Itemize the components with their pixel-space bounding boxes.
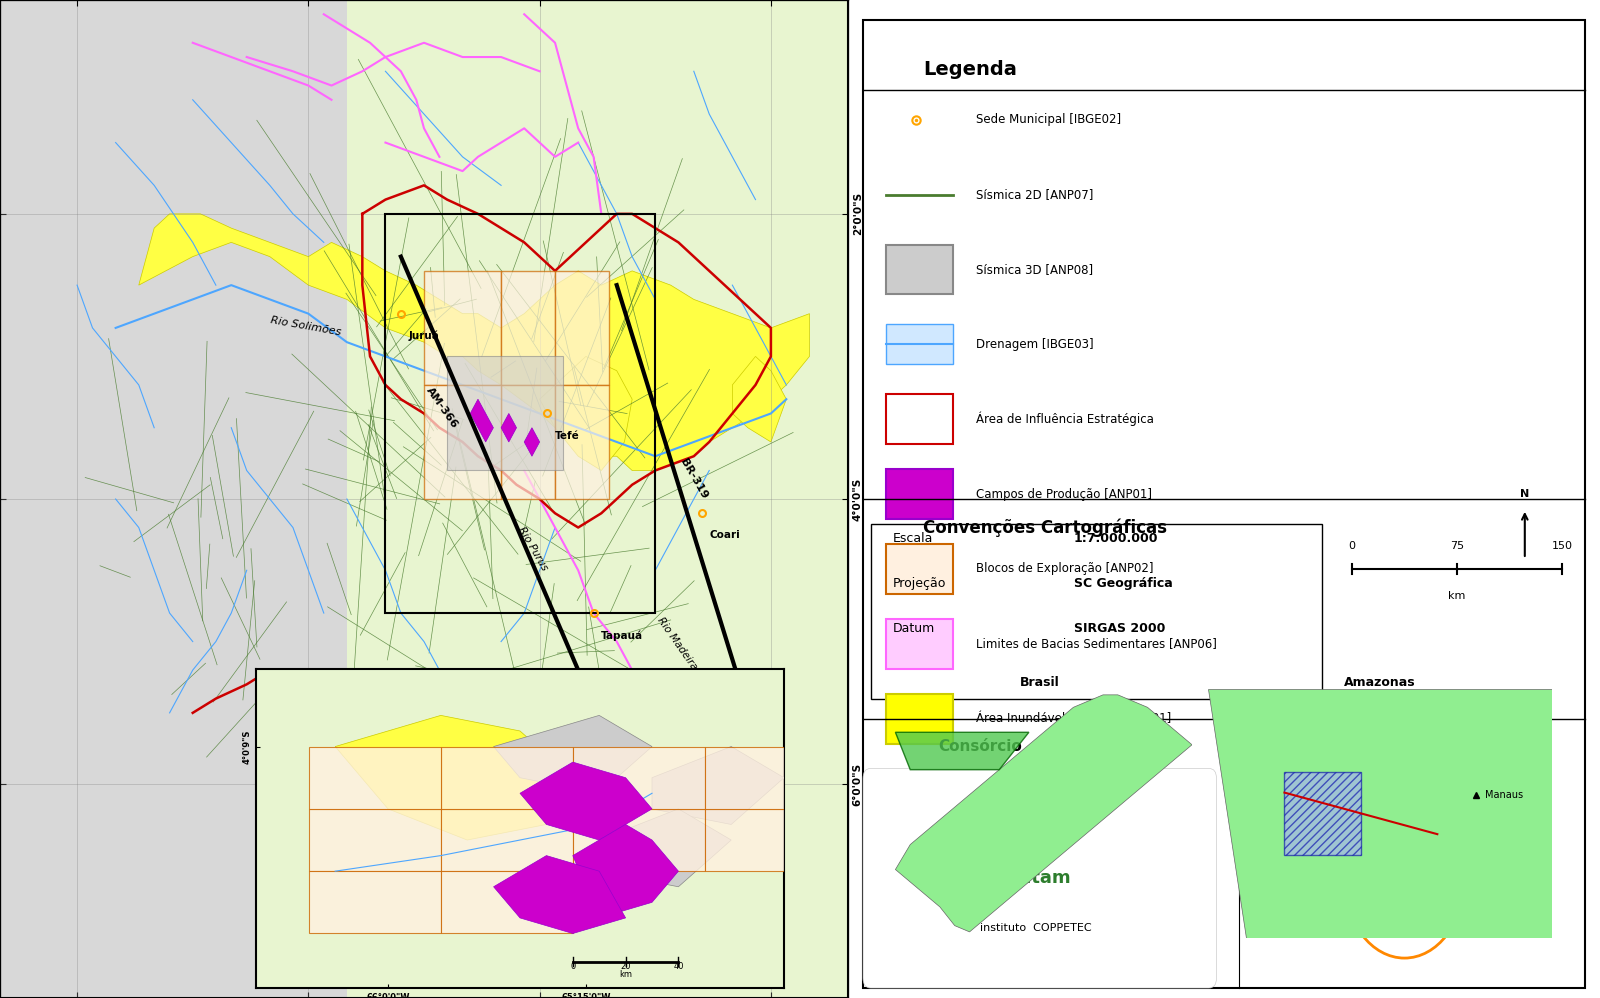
Bar: [501, 270, 555, 385]
Bar: [886, 469, 954, 519]
Text: Consórcio: Consórcio: [938, 739, 1022, 753]
Text: SIRGAS 2000: SIRGAS 2000: [1074, 622, 1165, 636]
Text: Escala: Escala: [893, 532, 933, 546]
Polygon shape: [1285, 771, 1362, 855]
Text: N: N: [1520, 489, 1530, 499]
Text: Sísmica 2D [ANP07]: Sísmica 2D [ANP07]: [976, 188, 1093, 202]
Polygon shape: [1208, 689, 1552, 938]
Bar: [309, 808, 440, 871]
Bar: [501, 385, 555, 499]
Text: AM-366: AM-366: [424, 385, 459, 430]
Bar: [309, 747, 440, 808]
Text: 150: 150: [1552, 541, 1573, 551]
Bar: [886, 245, 954, 294]
Text: Cliente: Cliente: [1338, 739, 1397, 753]
Bar: [886, 619, 954, 669]
Text: Tapauá: Tapauá: [602, 630, 643, 641]
Text: km: km: [1448, 591, 1466, 601]
Polygon shape: [494, 855, 626, 933]
Text: SC Geográfica: SC Geográfica: [1074, 577, 1173, 591]
Bar: [0, 0, 347, 998]
Text: Limites de Bacias Sedimentares [ANP06]: Limites de Bacias Sedimentares [ANP06]: [976, 637, 1216, 651]
Bar: [446, 356, 563, 470]
Text: 75: 75: [1450, 541, 1464, 551]
Polygon shape: [336, 716, 573, 840]
Text: Rio Solimões: Rio Solimões: [270, 314, 342, 337]
Text: km: km: [619, 970, 632, 979]
Text: Piatam: Piatam: [1000, 869, 1072, 887]
Polygon shape: [139, 214, 810, 470]
Bar: [870, 524, 1322, 699]
Bar: [555, 270, 610, 385]
Bar: [555, 385, 610, 499]
Text: Rio Purus: Rio Purus: [517, 525, 550, 572]
Bar: [424, 385, 501, 499]
Polygon shape: [733, 356, 786, 442]
Text: Datum: Datum: [893, 622, 936, 636]
Bar: [886, 394, 954, 444]
Text: Sísmica 3D [ANP08]: Sísmica 3D [ANP08]: [976, 262, 1093, 276]
Polygon shape: [470, 399, 493, 442]
Text: Manaus: Manaus: [1485, 789, 1523, 799]
Text: Drenagem [IBGE03]: Drenagem [IBGE03]: [976, 337, 1093, 351]
Text: instituto  COPPETEC: instituto COPPETEC: [981, 923, 1091, 933]
Text: Convenções Cartográficas: Convenções Cartográficas: [923, 519, 1168, 538]
Bar: [440, 871, 573, 933]
Polygon shape: [896, 695, 1192, 932]
Bar: [704, 808, 837, 871]
Polygon shape: [573, 824, 678, 918]
Bar: [386, 214, 656, 613]
Polygon shape: [653, 747, 784, 824]
Polygon shape: [501, 413, 517, 442]
Text: BR-319: BR-319: [678, 457, 709, 501]
Text: Projeção: Projeção: [893, 577, 947, 591]
Text: Blocos de Exploração [ANP02]: Blocos de Exploração [ANP02]: [976, 562, 1154, 576]
Bar: [347, 0, 864, 998]
FancyBboxPatch shape: [862, 768, 1216, 988]
Text: Juruá: Juruá: [408, 330, 440, 341]
Text: epe: epe: [1387, 869, 1422, 887]
Text: 20: 20: [621, 962, 630, 971]
Text: Área de Influência Estratégica: Área de Influência Estratégica: [976, 412, 1154, 426]
Polygon shape: [896, 733, 1029, 769]
Text: 40: 40: [674, 962, 683, 971]
Polygon shape: [525, 428, 539, 456]
Text: Legenda: Legenda: [923, 60, 1018, 79]
Text: Tefé: Tefé: [555, 430, 579, 440]
Bar: [573, 747, 704, 808]
Text: Campos de Produção [ANP01]: Campos de Produção [ANP01]: [976, 487, 1152, 501]
Polygon shape: [600, 808, 731, 887]
Text: Coari: Coari: [709, 530, 739, 540]
Bar: [440, 747, 573, 808]
Bar: [573, 808, 704, 871]
Circle shape: [1344, 798, 1464, 958]
Bar: [886, 544, 954, 594]
Bar: [309, 871, 440, 933]
Title: Brasil: Brasil: [1021, 676, 1059, 689]
Bar: [886, 694, 954, 744]
Bar: [424, 270, 501, 385]
Polygon shape: [494, 716, 653, 793]
Text: Área Inundável [UFAM/PIATAM01]: Área Inundável [UFAM/PIATAM01]: [976, 712, 1171, 726]
Text: 0: 0: [1349, 541, 1355, 551]
Bar: [704, 747, 837, 808]
Polygon shape: [539, 356, 632, 470]
Bar: [440, 808, 573, 871]
Text: Rio Madeira: Rio Madeira: [656, 616, 699, 672]
Text: Sede Municipal [IBGE02]: Sede Municipal [IBGE02]: [976, 113, 1122, 127]
Polygon shape: [520, 762, 653, 840]
Text: 1:7.000.000: 1:7.000.000: [1074, 532, 1158, 546]
Bar: [886, 324, 954, 364]
Title: Amazonas: Amazonas: [1344, 676, 1416, 689]
Text: 0: 0: [570, 962, 576, 971]
